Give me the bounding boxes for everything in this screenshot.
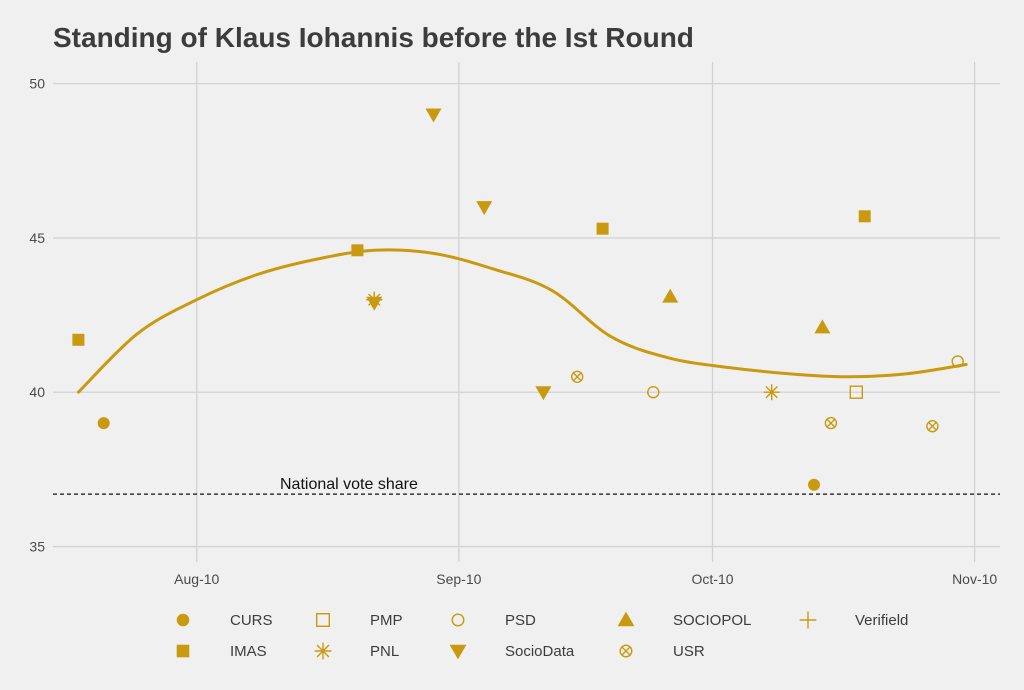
legend-label: CURS (230, 612, 273, 629)
marker-shape (799, 611, 817, 629)
y-tick-label: 50 (29, 76, 45, 92)
legend-label: Verifield (855, 612, 908, 629)
marker-shape (425, 108, 442, 123)
point-sociodata (535, 386, 552, 401)
marker-shape (535, 386, 552, 401)
y-tick-label: 40 (29, 384, 45, 400)
marker-shape (176, 644, 190, 658)
legend-item-verifield: Verifield (799, 611, 908, 629)
legend-item-curs: CURS (176, 612, 273, 629)
marker-shape (72, 333, 85, 346)
marker-shape (97, 417, 110, 430)
marker-shape (928, 421, 937, 431)
point-imas (351, 244, 364, 257)
marker-shape (176, 613, 190, 627)
legend-label: PSD (505, 612, 536, 629)
marker-shape (315, 612, 331, 628)
marker-shape (647, 386, 660, 399)
marker-shape (314, 642, 332, 660)
marker-shape (951, 355, 964, 368)
marker-shape (763, 384, 780, 401)
point-sociopol (662, 288, 679, 303)
marker-shape (824, 416, 838, 430)
marker-shape (571, 370, 584, 383)
legend-key-usr (619, 644, 633, 658)
marker-shape (449, 644, 467, 660)
marker-shape (808, 478, 820, 491)
point-pmp (849, 385, 863, 399)
point-curs (97, 417, 110, 430)
point-psd (951, 355, 964, 368)
x-tick-label: Nov-10 (952, 571, 997, 587)
point-psd (647, 386, 660, 399)
point-pnl (763, 384, 780, 401)
marker-shape (572, 372, 582, 382)
trend-line (76, 248, 968, 394)
point-imas (858, 210, 871, 223)
marker-shape (617, 611, 635, 627)
legend-label: PMP (370, 612, 403, 629)
legend-label: USR (673, 643, 705, 660)
point-usr (926, 420, 939, 433)
legend-item-pnl: PNL (314, 642, 399, 660)
reference-line-label: National vote share (280, 476, 418, 493)
y-tick-label: 45 (29, 230, 45, 246)
point-usr (824, 416, 838, 430)
marker-shape (596, 222, 609, 235)
y-tick-label: 35 (29, 539, 45, 555)
legend-label: PNL (370, 643, 399, 660)
legend-key-verifield (799, 611, 817, 629)
point-sociodata (425, 108, 442, 123)
legend-label: IMAS (230, 643, 267, 660)
point-usr (571, 370, 584, 383)
marker-shape (366, 291, 383, 308)
legend-item-imas: IMAS (176, 643, 267, 660)
marker-shape (826, 418, 836, 428)
marker-shape (451, 613, 465, 627)
legend-key-sociopol (617, 611, 635, 627)
axis-labels: 35 40 45 50 Aug-10 Sep-10 Oct-10 Nov-10 (29, 76, 997, 587)
legend: CURS IMAS PMP PNL PSD SocioData SOCIOPOL USR Ver… (176, 611, 908, 660)
legend-item-sociodata: SocioData (449, 643, 575, 660)
point-sociopol (814, 319, 831, 334)
marker-shape (926, 420, 939, 433)
trend-line-group (76, 248, 968, 394)
x-tick-label: Oct-10 (692, 571, 734, 587)
marker-shape (621, 646, 631, 656)
legend-key-psd (451, 613, 465, 627)
point-imas (596, 222, 609, 235)
legend-item-pmp: PMP (315, 612, 403, 629)
legend-label: SocioData (505, 643, 575, 660)
point-sociodata (476, 201, 493, 216)
x-tick-label: Sep-10 (436, 571, 481, 587)
legend-item-psd: PSD (451, 612, 536, 629)
legend-key-curs (176, 613, 190, 627)
legend-key-imas (176, 644, 190, 658)
grid (53, 62, 1000, 562)
legend-key-pmp (315, 612, 331, 628)
marker-shape (814, 319, 831, 334)
point-verifield (366, 291, 383, 308)
x-tick-label: Aug-10 (174, 571, 219, 587)
reference-line-group: National vote share (53, 476, 1000, 495)
legend-item-sociopol: SOCIOPOL (617, 611, 751, 629)
point-imas (72, 333, 85, 346)
legend-label: SOCIOPOL (673, 612, 751, 629)
legend-key-sociodata (449, 644, 467, 660)
marker-shape (619, 644, 633, 658)
marker-shape (476, 201, 493, 216)
point-curs (808, 478, 820, 491)
marker-shape (662, 288, 679, 303)
data-points (72, 108, 964, 491)
marker-shape (351, 244, 364, 257)
marker-shape (858, 210, 871, 223)
legend-key-pnl (314, 642, 332, 660)
chart-title: Standing of Klaus Iohannis before the Is… (53, 22, 694, 53)
marker-shape (849, 385, 863, 399)
legend-item-usr: USR (619, 643, 705, 660)
